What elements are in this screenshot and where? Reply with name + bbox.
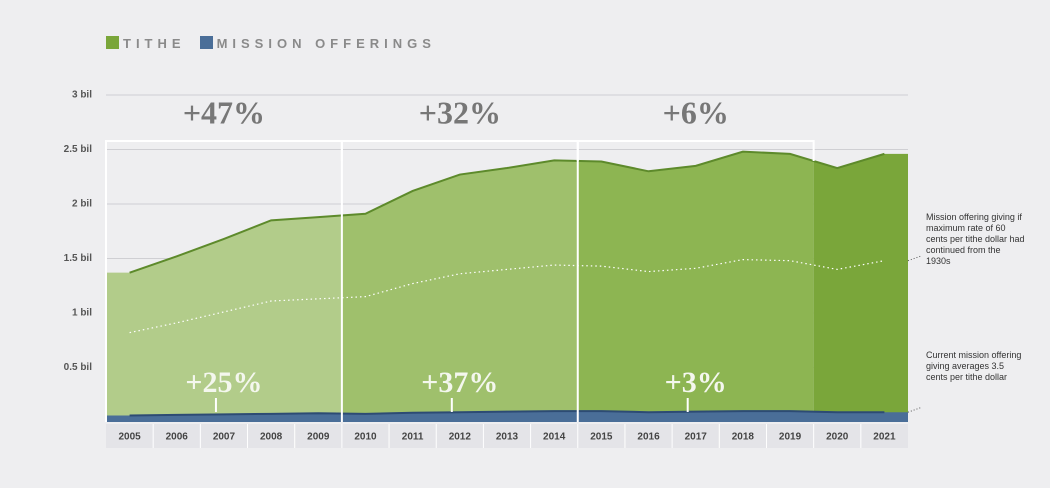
tithe-line <box>129 150 885 274</box>
x-tick-label: 2014 <box>543 432 566 443</box>
tithe-change: +47% <box>183 94 265 130</box>
y-tick-label: 1.5 bil <box>64 253 93 264</box>
x-tick-label: 2020 <box>826 432 849 443</box>
x-axis-band <box>106 424 908 448</box>
period-shade <box>577 151 814 422</box>
mission-line <box>129 410 885 417</box>
legend-swatch <box>106 36 119 49</box>
legend: TITHE MISSION OFFERINGS <box>106 36 436 51</box>
side-note: Current mission offering giving averages… <box>926 350 1022 382</box>
mission-change: +37% <box>421 366 498 399</box>
x-tick-label: 2021 <box>873 432 896 443</box>
x-tick-label: 2017 <box>685 432 708 443</box>
tithe-change: +6% <box>663 94 729 130</box>
side-note: Mission offering giving if maximum rate … <box>926 212 1025 266</box>
x-tick-label: 2006 <box>166 432 189 443</box>
x-tick-label: 2018 <box>732 432 755 443</box>
x-tick-label: 2012 <box>449 432 472 443</box>
period-shade <box>341 160 578 422</box>
bracket <box>576 140 815 422</box>
x-tick-label: 2011 <box>402 432 424 443</box>
note-leader <box>907 406 923 413</box>
x-tick-label: 2019 <box>779 432 802 443</box>
mission-change: +25% <box>185 366 262 399</box>
x-tick-label: 2009 <box>307 432 330 443</box>
tithe-change: +32% <box>419 94 501 130</box>
y-tick-label: 2.5 bil <box>64 144 93 155</box>
x-tick-label: 2007 <box>213 432 236 443</box>
x-tick-label: 2005 <box>118 432 141 443</box>
y-tick-label: 3 bil <box>72 90 92 101</box>
note-leader <box>907 255 923 262</box>
x-tick-label: 2013 <box>496 432 519 443</box>
legend-label: MISSION OFFERINGS <box>216 36 436 51</box>
x-tick-label: 2010 <box>354 432 377 443</box>
x-tick-label: 2008 <box>260 432 283 443</box>
mission-change: +3% <box>665 366 727 399</box>
x-tick-label: 2016 <box>637 432 660 443</box>
legend-swatch <box>199 36 213 49</box>
legend-label: TITHE <box>123 36 186 51</box>
dotted-line <box>129 258 885 334</box>
y-tick-label: 0.5 bil <box>64 362 93 373</box>
period-shade <box>813 153 908 422</box>
legend-item: MISSION OFFERINGS <box>199 36 436 51</box>
x-tick-label: 2015 <box>590 432 613 443</box>
legend-item: TITHE <box>106 36 186 51</box>
y-tick-label: 2 bil <box>72 199 92 210</box>
period-shade <box>106 215 342 422</box>
y-tick-label: 1 bil <box>72 308 92 319</box>
